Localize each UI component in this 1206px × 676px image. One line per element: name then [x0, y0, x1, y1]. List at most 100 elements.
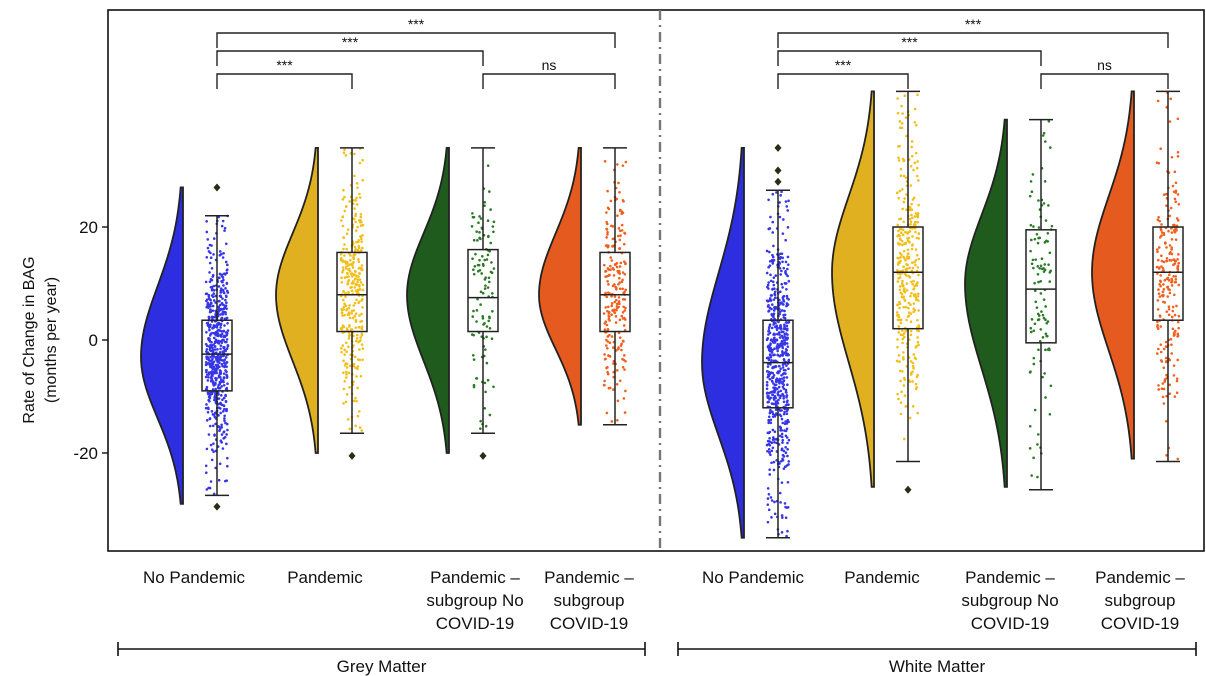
- data-point: [207, 316, 211, 320]
- data-point: [205, 255, 209, 259]
- data-point: [769, 421, 773, 425]
- data-point: [604, 320, 608, 324]
- box-iqr: [201, 319, 233, 392]
- data-point: [219, 394, 223, 397]
- data-point: [775, 191, 778, 194]
- data-point: [913, 215, 917, 218]
- data-point: [1039, 292, 1043, 295]
- data-point: [783, 316, 787, 320]
- data-point: [1047, 204, 1050, 207]
- data-point: [473, 265, 477, 268]
- data-point: [785, 324, 789, 328]
- data-point: [1159, 280, 1163, 283]
- data-point: [1171, 327, 1175, 331]
- data-point: [915, 214, 919, 218]
- data-point: [1044, 348, 1047, 352]
- data-point: [621, 357, 624, 361]
- data-point: [342, 247, 345, 251]
- data-point: [341, 215, 344, 219]
- data-point: [1037, 199, 1040, 202]
- data-point: [1167, 307, 1171, 311]
- data-point: [476, 297, 479, 301]
- data-point: [343, 148, 346, 152]
- data-point: [606, 327, 610, 331]
- data-point: [472, 272, 476, 276]
- data-point: [1037, 348, 1040, 352]
- data-point: [910, 292, 913, 295]
- data-point: [1171, 305, 1175, 309]
- data-point: [353, 152, 356, 156]
- data-point: [343, 243, 346, 246]
- data-point: [218, 365, 221, 369]
- data-point: [767, 328, 771, 332]
- data-point: [490, 271, 494, 275]
- data-point: [615, 197, 619, 201]
- data-point: [611, 388, 615, 391]
- data-point: [224, 260, 228, 264]
- data-point: [896, 280, 900, 283]
- data-point: [340, 327, 343, 331]
- data-point: [361, 298, 364, 301]
- data-point: [779, 429, 782, 432]
- data-point: [773, 500, 776, 504]
- data-point: [483, 258, 487, 262]
- data-point: [1042, 202, 1046, 205]
- points: [204, 91, 1181, 538]
- data-point: [608, 273, 611, 277]
- data-point: [207, 297, 211, 300]
- data-point: [785, 506, 789, 510]
- data-point: [896, 223, 900, 227]
- data-point: [772, 315, 775, 319]
- data-point: [1042, 131, 1046, 135]
- data-point: [899, 379, 902, 383]
- data-point: [602, 312, 606, 315]
- data-point: [359, 336, 362, 339]
- data-point: [219, 380, 223, 384]
- data-point: [343, 254, 346, 257]
- data-point: [1167, 229, 1170, 233]
- data-point: [771, 446, 775, 450]
- data-point: [610, 304, 614, 308]
- data-point: [359, 213, 363, 216]
- data-point: [346, 282, 350, 286]
- data-point: [622, 397, 626, 400]
- data-point: [780, 334, 784, 338]
- data-point: [348, 324, 351, 327]
- data-point: [218, 253, 222, 257]
- data-point: [904, 116, 908, 119]
- data-point: [902, 351, 905, 354]
- data-point: [899, 333, 903, 337]
- category-label: Pandemic: [844, 568, 920, 587]
- data-point: [355, 283, 359, 286]
- data-point: [906, 239, 910, 243]
- data-point: [774, 383, 778, 387]
- data-point: [484, 348, 487, 351]
- data-point: [779, 323, 782, 327]
- data-point: [216, 367, 220, 370]
- data-point: [911, 282, 914, 286]
- data-point: [1177, 253, 1180, 256]
- data-point: [767, 448, 771, 451]
- data-point: [1171, 184, 1175, 188]
- data-point: [620, 223, 624, 227]
- data-point: [905, 267, 909, 270]
- data-point: [212, 253, 215, 256]
- data-point: [1173, 280, 1177, 284]
- data-point: [915, 166, 919, 170]
- data-point: [348, 427, 352, 431]
- data-point: [219, 344, 223, 347]
- data-point: [782, 303, 785, 306]
- data-point: [352, 304, 355, 307]
- data-point: [212, 370, 216, 374]
- data-point: [478, 236, 481, 240]
- data-point: [490, 337, 494, 340]
- data-point: [470, 225, 474, 228]
- data-point: [1162, 231, 1166, 235]
- data-point: [209, 256, 213, 259]
- data-point: [784, 465, 787, 468]
- data-point: [212, 450, 215, 454]
- data-point: [471, 315, 475, 318]
- data-point: [905, 282, 909, 285]
- data-point: [355, 196, 358, 200]
